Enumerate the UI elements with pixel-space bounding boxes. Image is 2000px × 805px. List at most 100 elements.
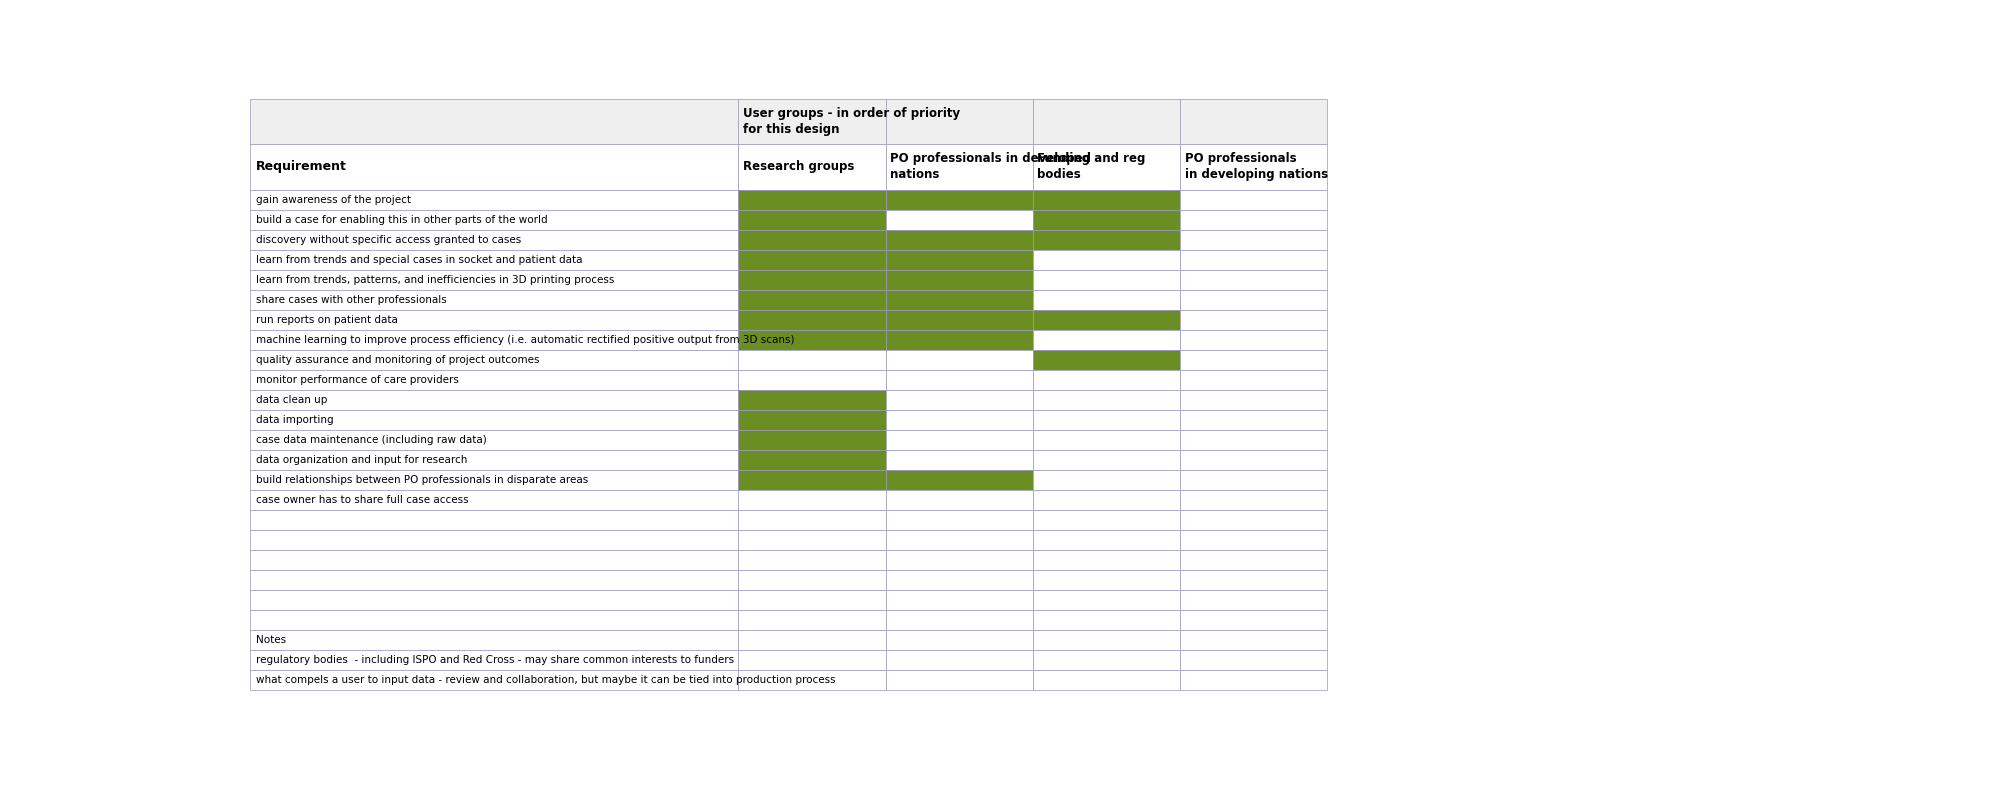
Bar [738,671,886,690]
Bar [738,99,886,143]
Bar [738,610,886,630]
Bar [886,190,1032,210]
Bar [250,570,738,590]
Bar [250,510,738,530]
Text: regulatory bodies  - including ISPO and Red Cross - may share common interests t: regulatory bodies - including ISPO and R… [256,655,734,665]
Bar [886,430,1032,450]
Bar [886,410,1032,430]
Bar [1032,470,1180,490]
Bar [738,530,886,550]
Bar [1180,510,1328,530]
Bar [1180,530,1328,550]
Bar [886,290,1032,310]
Bar [738,229,886,250]
Text: data clean up: data clean up [256,395,328,405]
Bar [1180,630,1328,650]
Text: Notes: Notes [256,635,286,646]
Bar [1180,390,1328,410]
Text: case data maintenance (including raw data): case data maintenance (including raw dat… [256,435,486,445]
Bar [738,410,886,430]
Bar [1032,590,1180,610]
Bar [250,210,738,229]
Bar [250,470,738,490]
Bar [1032,190,1180,210]
Bar [250,590,738,610]
Bar [250,610,738,630]
Bar [250,410,738,430]
Bar [1032,490,1180,510]
Bar [1032,229,1180,250]
Bar [886,143,1032,190]
Bar [738,350,886,370]
Bar [1032,430,1180,450]
Bar [886,610,1032,630]
Text: User groups - in order of priority
for this design: User groups - in order of priority for t… [742,107,960,136]
Bar [250,330,738,350]
Bar [738,290,886,310]
Bar [250,390,738,410]
Bar [1032,290,1180,310]
Text: PO professionals in developed
nations: PO professionals in developed nations [890,152,1092,181]
Bar [738,510,886,530]
Bar [1180,430,1328,450]
Bar [1180,210,1328,229]
Bar [738,310,886,330]
Bar [886,470,1032,490]
Bar [738,270,886,290]
Bar [1180,450,1328,470]
Text: data importing: data importing [256,415,334,425]
Bar [886,490,1032,510]
Bar [1180,310,1328,330]
Bar [1180,330,1328,350]
Bar [886,210,1032,229]
Text: build relationships between PO professionals in disparate areas: build relationships between PO professio… [256,475,588,485]
Text: quality assurance and monitoring of project outcomes: quality assurance and monitoring of proj… [256,355,540,365]
Bar [1032,310,1180,330]
Text: what compels a user to input data - review and collaboration, but maybe it can b: what compels a user to input data - revi… [256,675,836,685]
Bar [1180,370,1328,390]
Text: machine learning to improve process efficiency (i.e. automatic rectified positiv: machine learning to improve process effi… [256,335,794,345]
Bar [1180,550,1328,570]
Bar [1032,270,1180,290]
Bar [1032,450,1180,470]
Bar [1032,410,1180,430]
Bar [1180,410,1328,430]
Bar [250,370,738,390]
Bar [1032,570,1180,590]
Bar [738,370,886,390]
Bar [886,229,1032,250]
Bar [250,650,738,671]
Bar [1032,550,1180,570]
Text: build a case for enabling this in other parts of the world: build a case for enabling this in other … [256,215,548,225]
Bar [1032,630,1180,650]
Bar [738,550,886,570]
Bar [250,143,738,190]
Text: run reports on patient data: run reports on patient data [256,315,398,325]
Bar [886,530,1032,550]
Text: learn from trends, patterns, and inefficiencies in 3D printing process: learn from trends, patterns, and ineffic… [256,275,614,285]
Bar [250,99,738,143]
Bar [250,630,738,650]
Bar [1180,250,1328,270]
Bar [1032,143,1180,190]
Bar [886,270,1032,290]
Text: Funding and reg
bodies: Funding and reg bodies [1038,152,1146,181]
Bar [738,630,886,650]
Bar [886,650,1032,671]
Bar [886,630,1032,650]
Bar [738,590,886,610]
Bar [886,671,1032,690]
Text: discovery without specific access granted to cases: discovery without specific access grante… [256,235,522,245]
Bar [1032,650,1180,671]
Bar [250,430,738,450]
Bar [1180,270,1328,290]
Bar [738,143,886,190]
Text: learn from trends and special cases in socket and patient data: learn from trends and special cases in s… [256,255,582,265]
Bar [886,390,1032,410]
Bar [1180,671,1328,690]
Bar [1180,610,1328,630]
Bar [1180,650,1328,671]
Bar [1032,671,1180,690]
Bar [250,350,738,370]
Bar [886,510,1032,530]
